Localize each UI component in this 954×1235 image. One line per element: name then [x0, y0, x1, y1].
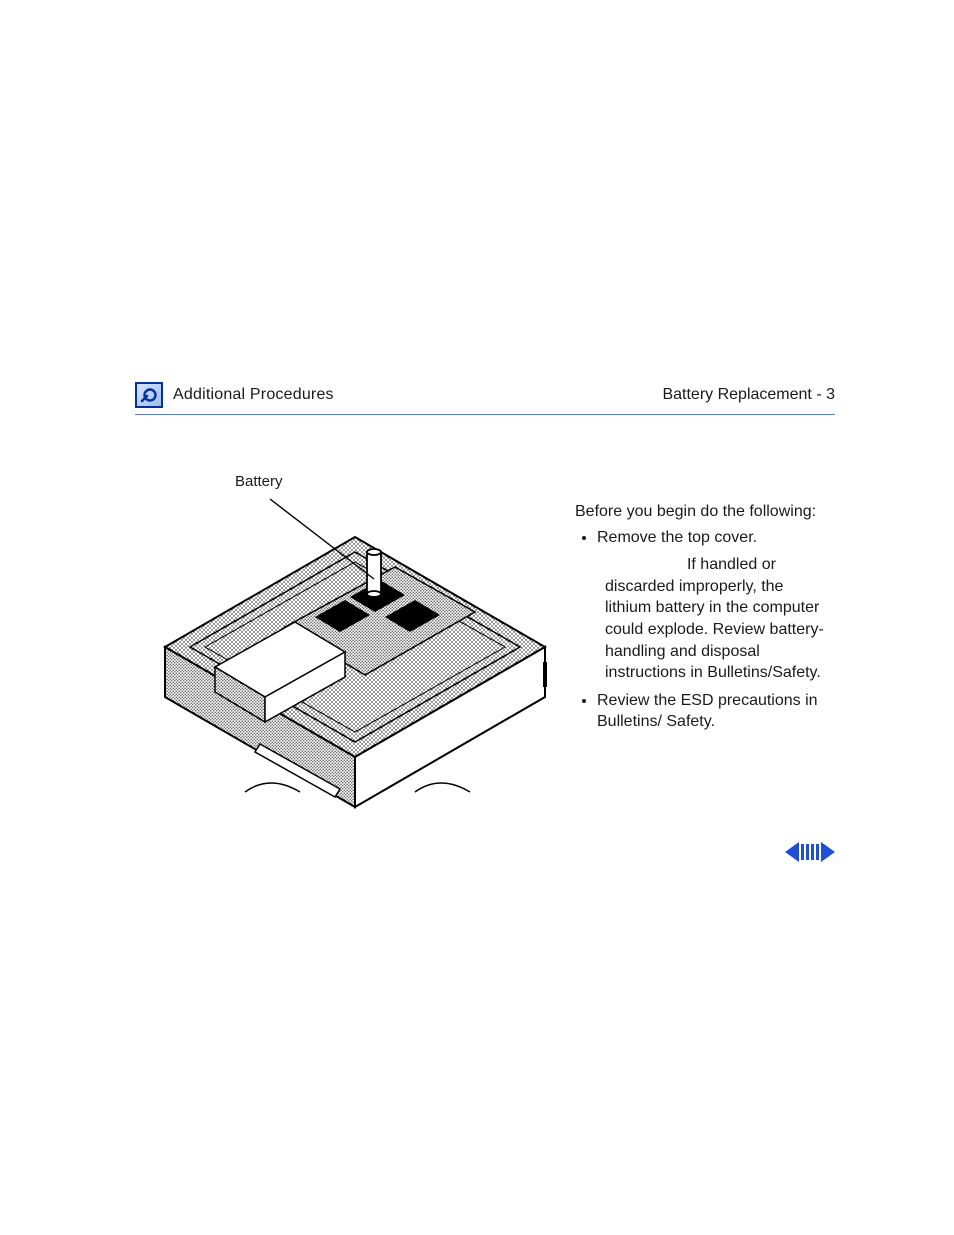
warning-text: If handled or discarded improperly, the …	[605, 556, 824, 681]
bullet-list: Remove the top cover.	[575, 527, 825, 549]
page-header: Additional Procedures Battery Replacemen…	[135, 382, 835, 415]
figure-callout-label: Battery	[235, 473, 283, 490]
prev-page-arrow-icon[interactable]	[785, 842, 799, 862]
list-item: Remove the top cover.	[597, 527, 825, 549]
figure-column: Battery	[135, 465, 575, 827]
page-title-number: Battery Replacement - 3	[662, 386, 835, 404]
warning-block: ±Warning: If handled or discarded improp…	[575, 554, 825, 684]
bullet-list: Review the ESD precautions in Bulletins/…	[575, 690, 825, 733]
page-index-icon[interactable]	[801, 844, 819, 860]
page-navigator	[785, 842, 835, 862]
page-number: 3	[826, 386, 835, 403]
next-page-arrow-icon[interactable]	[821, 842, 835, 862]
body-text: Before you begin do the following: Remov…	[575, 465, 825, 827]
lead-in-text: Before you begin do the following:	[575, 501, 825, 523]
section-icon	[135, 382, 163, 408]
chassis-figure	[135, 497, 565, 827]
section-title: Additional Procedures	[173, 386, 334, 404]
page-title-text: Battery Replacement	[662, 386, 811, 403]
list-item: Review the ESD precautions in Bulletins/…	[597, 690, 825, 733]
